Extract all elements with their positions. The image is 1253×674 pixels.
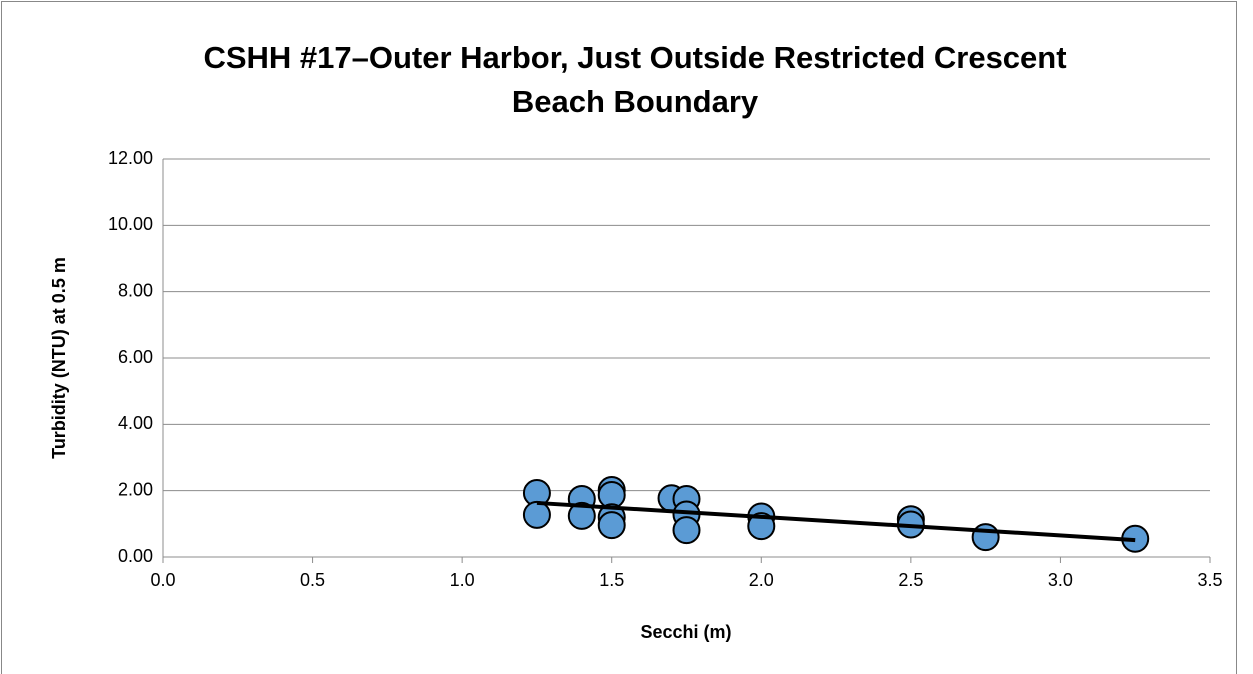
y-tick-label: 12.00 bbox=[108, 148, 153, 168]
trendline bbox=[536, 500, 1136, 543]
y-axis-label: Turbidity (NTU) at 0.5 m bbox=[49, 257, 69, 459]
x-axis-label: Secchi (m) bbox=[640, 622, 731, 642]
x-tick-label: 2.5 bbox=[898, 570, 923, 590]
chart-title: CSHH #17–Outer Harbor, Just Outside Rest… bbox=[203, 40, 1067, 119]
scatter-point bbox=[597, 511, 626, 540]
x-tick-label: 1.0 bbox=[450, 570, 475, 590]
x-tick-label: 0.0 bbox=[150, 570, 175, 590]
y-tick-label: 10.00 bbox=[108, 214, 153, 234]
y-tick-label: 2.00 bbox=[118, 479, 153, 499]
scatter-point bbox=[567, 501, 596, 530]
x-tick-label: 1.5 bbox=[599, 570, 624, 590]
y-tick-label: 8.00 bbox=[118, 280, 153, 300]
y-tick-label: 4.00 bbox=[118, 413, 153, 433]
scatter-point bbox=[971, 523, 1000, 552]
x-tick-label: 3.0 bbox=[1048, 570, 1073, 590]
scatter-point bbox=[522, 500, 551, 529]
y-tick-label: 0.00 bbox=[118, 546, 153, 566]
x-tick-label: 2.0 bbox=[749, 570, 774, 590]
scatter-point bbox=[672, 516, 701, 545]
x-tick-label: 0.5 bbox=[300, 570, 325, 590]
y-tick-label: 6.00 bbox=[118, 347, 153, 367]
scatter-point bbox=[747, 512, 776, 541]
x-tick-label: 3.5 bbox=[1197, 570, 1222, 590]
